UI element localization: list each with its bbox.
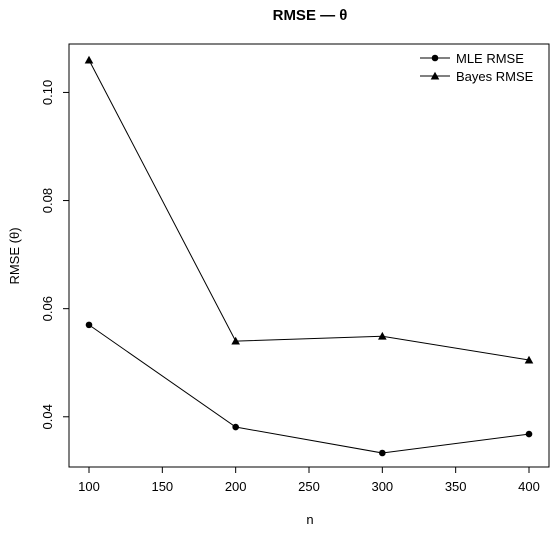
x-axis-title: n [306, 512, 313, 527]
y-axis: 0.04 0.06 0.08 0.10 [40, 80, 69, 429]
x-tick-label: 100 [78, 479, 100, 494]
legend-marker-bayes [430, 71, 440, 80]
plot-frame [68, 43, 550, 468]
mle-rmse-point [379, 449, 386, 457]
legend-label-bayes: Bayes RMSE [456, 69, 534, 84]
bayes-rmse-point [84, 55, 94, 64]
x-tick-label: 250 [298, 479, 320, 494]
y-axis-title: RMSE (θ) [7, 227, 22, 284]
y-tick-label: 0.10 [40, 80, 55, 105]
y-tick-label: 0.04 [40, 404, 55, 429]
x-axis: 100 150 200 250 300 350 400 [78, 467, 540, 494]
chart-title: RMSE — θ [273, 7, 348, 24]
x-tick-label: 150 [151, 479, 173, 494]
y-tick-label: 0.06 [40, 296, 55, 321]
bayes-rmse-point [378, 331, 387, 340]
bayes-rmse-line [88, 59, 530, 361]
x-tick-label: 400 [518, 479, 540, 494]
x-tick-label: 200 [225, 479, 247, 494]
legend-label-mle: MLE RMSE [456, 51, 524, 66]
mle-rmse-line [88, 324, 530, 454]
legend: MLE RMSE Bayes RMSE [420, 51, 534, 84]
bayes-rmse-point [231, 336, 240, 345]
series-layer [84, 55, 534, 457]
x-tick-label: 300 [371, 479, 393, 494]
legend-marker-mle [431, 54, 439, 62]
y-tick-label: 0.08 [40, 188, 55, 213]
mle-rmse-point [85, 321, 93, 329]
bayes-rmse-point [524, 355, 534, 364]
mle-rmse-point [232, 423, 239, 431]
mle-rmse-point [525, 430, 533, 438]
x-tick-label: 350 [445, 479, 467, 494]
